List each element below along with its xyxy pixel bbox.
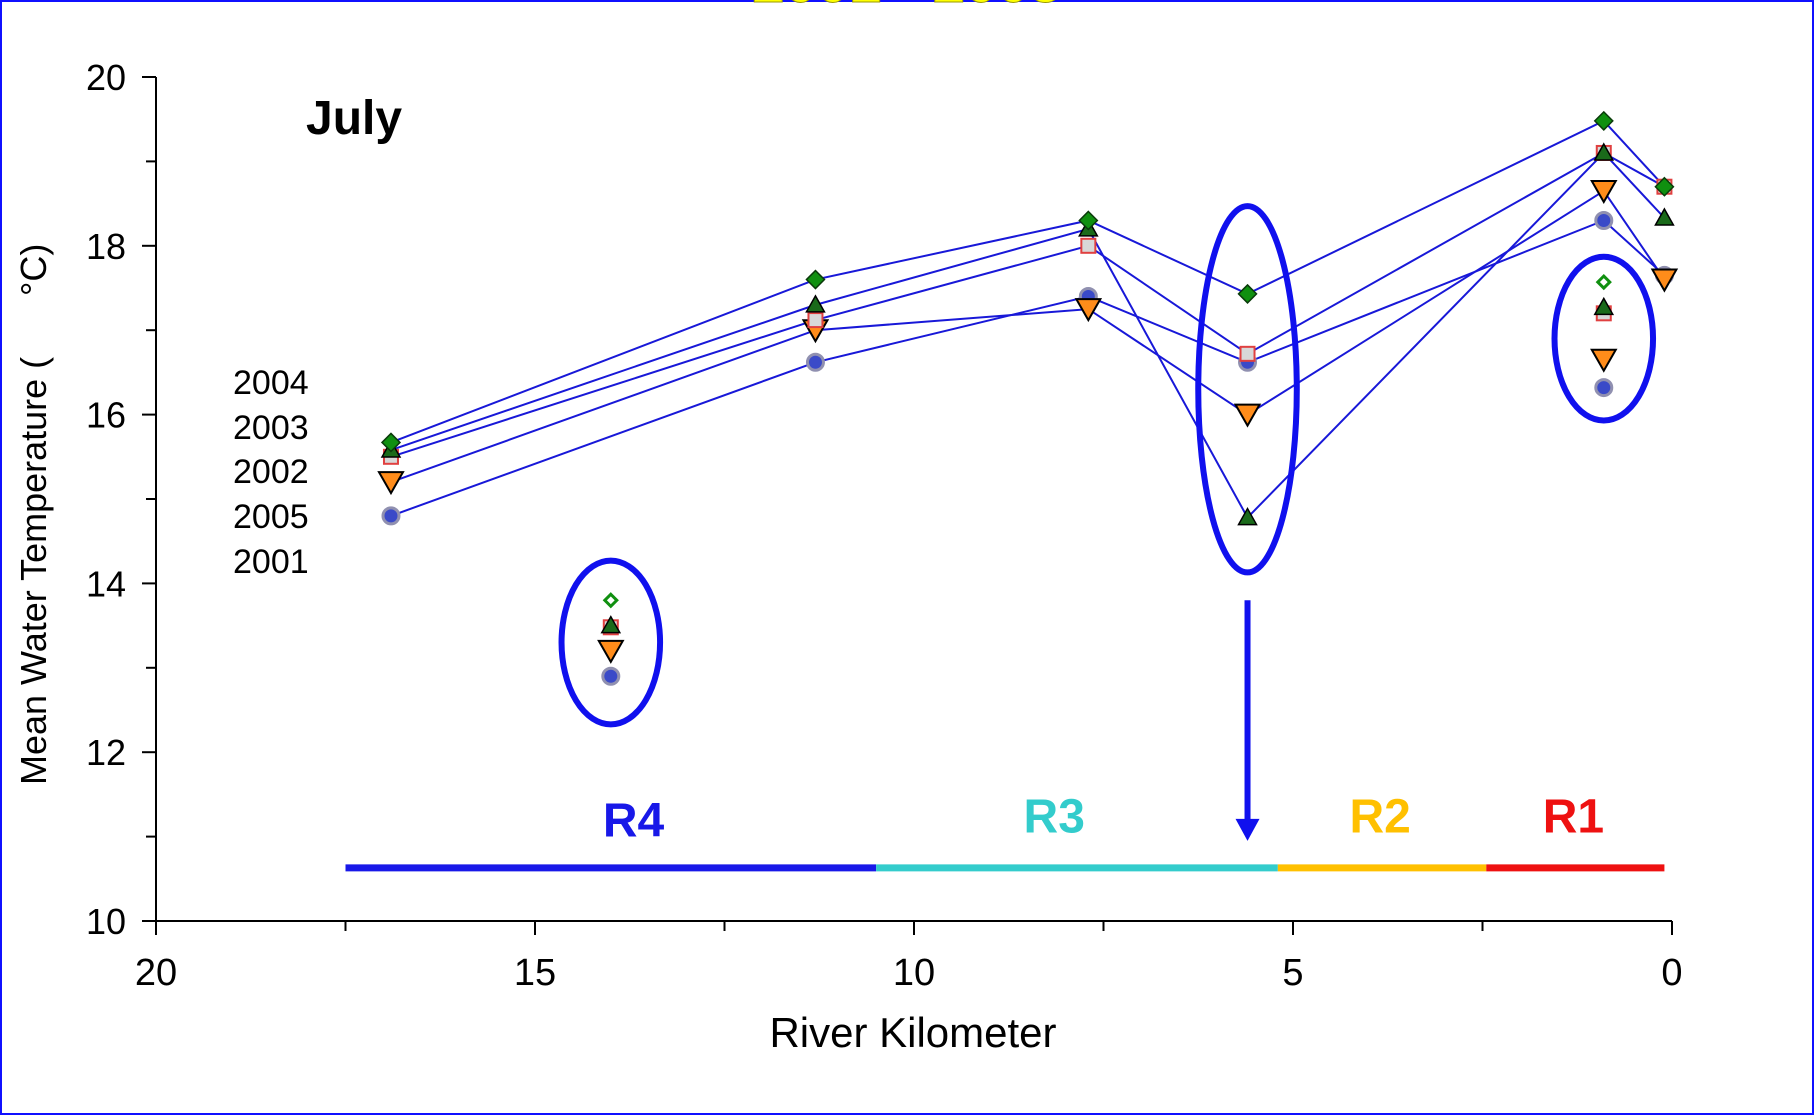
x-tick-label: 0 — [1661, 952, 1682, 994]
reach-label-r4: R4 — [603, 795, 665, 848]
downward-arrow — [1235, 600, 1260, 841]
legend-label-2005: 2005 — [233, 498, 309, 536]
x-tick-label: 20 — [135, 952, 177, 994]
marker-2001 — [805, 352, 825, 372]
series-line-2004 — [390, 119, 1666, 444]
series-markers — [377, 110, 1679, 686]
reach-bars: R4 R3 R2 R1 — [345, 790, 1665, 872]
reach-label-r2: R2 — [1349, 790, 1410, 843]
reach-label-r1: R1 — [1543, 790, 1604, 843]
x-tick-label: 5 — [1282, 952, 1303, 994]
panel-title: July — [306, 92, 402, 145]
y-axis-label-main: Mean Water Temperature ( — [13, 357, 54, 785]
marker-2003 — [1593, 142, 1615, 161]
highlight-ellipse-1 — [558, 557, 664, 728]
marker-2004 — [805, 269, 826, 290]
series-line-2002 — [390, 151, 1665, 458]
arrow-head — [1235, 818, 1260, 841]
y-tick-label: 14 — [86, 563, 126, 604]
title-strip-text: 2001 - 2005 — [752, 0, 1062, 15]
extra-marker-2004 — [1595, 273, 1612, 291]
series-line-2005 — [390, 189, 1666, 484]
y-tick-label: 16 — [86, 395, 126, 436]
legend: 2004 2003 2002 2005 2001 — [233, 364, 309, 581]
x-tick-label: 15 — [514, 952, 556, 994]
y-tick-label: 10 — [86, 901, 126, 942]
marker-2003 — [1654, 207, 1675, 226]
highlight-ellipses — [558, 203, 1657, 728]
marker-2002 — [807, 312, 824, 329]
legend-label-2001: 2001 — [233, 543, 309, 581]
marker-2001 — [1594, 210, 1614, 230]
legend-label-2002: 2002 — [233, 453, 309, 491]
highlight-ellipse-2 — [1195, 203, 1300, 576]
marker-2002 — [1080, 237, 1097, 254]
marker-2005 — [1233, 403, 1262, 428]
marker-2001 — [381, 506, 401, 526]
extra-marker-2005 — [597, 639, 625, 664]
marker-2003 — [805, 294, 826, 313]
marker-2005 — [1590, 179, 1618, 204]
legend-label-2004: 2004 — [233, 364, 309, 402]
reach-label-r3: R3 — [1024, 790, 1085, 843]
series-line-2003 — [390, 151, 1666, 520]
y-tick-label: 12 — [86, 732, 126, 773]
extra-marker-2004 — [602, 592, 619, 609]
marker-2004 — [1654, 176, 1675, 197]
series-line-2001 — [390, 219, 1666, 517]
marker-2005 — [377, 471, 405, 496]
extra-marker-2005 — [1590, 348, 1618, 373]
series-lines — [390, 119, 1666, 520]
marker-2004 — [1593, 110, 1614, 131]
marker-2004 — [1078, 210, 1099, 231]
highlight-ellipse-3 — [1551, 253, 1657, 424]
y-tick-label: 20 — [86, 57, 126, 98]
marker-2002 — [1239, 345, 1256, 362]
marker-2004 — [1237, 283, 1258, 304]
y-axis-label-unit: °C) — [13, 244, 54, 296]
extra-marker-2003 — [1593, 296, 1615, 316]
marker-2003 — [1237, 507, 1258, 526]
x-axis-label: River Kilometer — [769, 1009, 1056, 1056]
extra-marker-2001 — [601, 666, 621, 686]
y-tick-label: 18 — [86, 226, 126, 267]
marker-2005 — [1650, 268, 1679, 293]
extra-marker-2001 — [1594, 378, 1614, 398]
extra-marker-2003 — [600, 615, 622, 634]
axes: 20 15 10 5 0 20 18 16 14 12 10 — [86, 57, 1683, 994]
x-tick-label: 10 — [893, 952, 935, 994]
marker-2004 — [380, 432, 402, 453]
y-axis-label: Mean Water Temperature ( °C) — [13, 244, 54, 785]
legend-label-2003: 2003 — [233, 409, 309, 447]
marker-2005 — [1074, 298, 1103, 323]
